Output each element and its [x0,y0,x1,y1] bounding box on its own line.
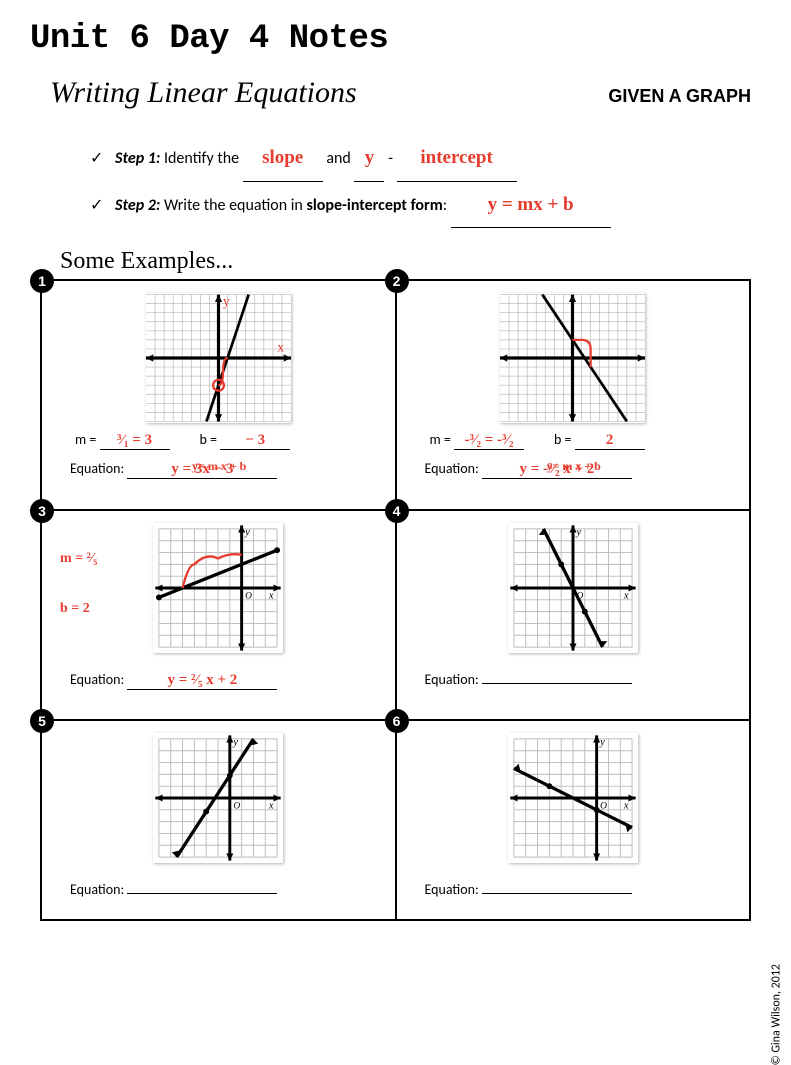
cell-number: 2 [385,269,409,293]
graph-3: y x O [153,523,283,653]
graph-2 [500,293,645,423]
check-icon: ✓ [90,196,103,215]
examples-label: Some Examples... [60,248,761,275]
graph-6: y x O [508,733,638,863]
check-icon: ✓ [90,149,103,168]
m-value: -³⁄₂ = -³⁄₂ [464,432,513,448]
b-value: 2 [606,432,614,448]
equation-value: y = -³⁄₂ x + 2 [519,461,594,477]
step1-text1: Identify the [164,149,239,168]
svg-text:x: x [623,801,629,812]
svg-text:O: O [245,592,252,602]
svg-text:y: y [244,527,250,538]
m-value: ³⁄₁ = 3 [117,432,152,448]
equation-label: Equation: [70,460,124,477]
equation-value: y = ²⁄₅ x + 2 [167,672,237,688]
example-cell: 6 y x O Equation: [396,720,751,920]
svg-text:O: O [234,802,241,812]
cell-number: 6 [385,709,409,733]
step2-bold: slope-intercept form [306,196,442,215]
m-label: m = [75,431,96,448]
svg-text:y: y [575,527,581,538]
example-cell: 5 y x O Equation: [41,720,396,920]
step1-text2: and [326,149,350,168]
step1-dash: - [388,149,393,168]
equation-label: Equation: [70,671,124,688]
svg-text:y: y [599,737,605,748]
page-title: Unit 6 Day 4 Notes [30,20,761,58]
blank-form: y = mx + b [451,182,611,229]
svg-text:O: O [600,802,607,812]
step-2: ✓ Step 2: Write the equation in slope-in… [90,182,761,229]
cell-number: 5 [30,709,54,733]
steps: ✓ Step 1: Identify the slope and y - int… [90,135,761,228]
step2-label: Step 2: [115,196,160,215]
svg-text:x: x [277,340,284,355]
equation-label: Equation: [70,881,124,898]
given-label: GIVEN A GRAPH [608,86,751,107]
subtitle: Writing Linear Equations [50,76,357,110]
b-value: − 3 [245,432,265,448]
cell-number: 4 [385,499,409,523]
side-m: m = ²⁄₅ [60,551,97,567]
example-cell: 3 m = ²⁄₅ b = 2 y x O Equation: y = ² [41,510,396,720]
step-1: ✓ Step 1: Identify the slope and y - int… [90,135,761,182]
graph-4: y x O [508,523,638,653]
svg-text:y: y [223,294,230,309]
svg-text:x: x [268,591,274,602]
blank-slope: slope [243,135,323,182]
svg-text:y: y [233,737,239,748]
graph-5: y x O [153,733,283,863]
svg-text:x: x [623,591,629,602]
copyright: © Gina Wilson, 2012 [769,964,783,1065]
side-b: b = 2 [60,601,90,617]
subtitle-row: Writing Linear Equations GIVEN A GRAPH [30,76,761,110]
equation-label: Equation: [425,460,479,477]
cell-number: 1 [30,269,54,293]
b-label: b = [200,431,218,448]
example-cell: 4 y x O Equation: [396,510,751,720]
cell-number: 3 [30,499,54,523]
example-cell: 1 x y m = ³⁄₁ = 3 b = − 3 y= m [41,280,396,510]
m-label: m = [430,431,451,448]
example-cell: 2 m = -³⁄₂ = -³⁄₂ b = 2 y= m x + b Equat… [396,280,751,510]
examples-grid: 1 x y m = ³⁄₁ = 3 b = − 3 y= m [40,279,751,921]
b-label: b = [554,431,572,448]
blank-y: y [354,135,384,182]
equation-label: Equation: [425,671,479,688]
graph-1: x y [146,293,291,423]
equation-value: y = 3x − 3 [171,461,233,477]
blank-intercept: intercept [397,135,517,182]
step2-text: Write the equation in [164,196,303,215]
equation-label: Equation: [425,881,479,898]
step1-label: Step 1: [115,149,160,168]
svg-text:x: x [268,801,274,812]
